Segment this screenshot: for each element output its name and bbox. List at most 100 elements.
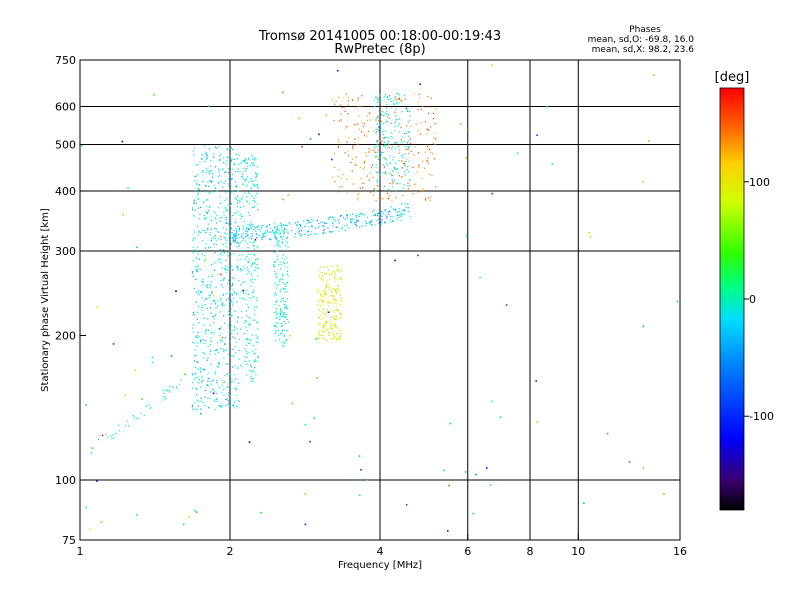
data-point — [321, 318, 323, 320]
data-point — [227, 255, 229, 257]
data-point — [394, 125, 396, 128]
data-point — [205, 216, 207, 219]
data-point — [374, 147, 376, 149]
data-point — [337, 191, 339, 193]
data-point — [198, 378, 200, 380]
data-point — [318, 274, 320, 276]
data-point — [229, 189, 231, 191]
data-point — [217, 351, 220, 353]
data-point — [428, 112, 430, 114]
data-point — [205, 151, 208, 153]
data-point — [407, 166, 409, 168]
data-point — [401, 100, 403, 102]
data-point — [167, 389, 169, 391]
data-point — [375, 128, 377, 130]
data-point — [373, 105, 376, 108]
data-point — [228, 266, 230, 268]
data-point — [203, 201, 205, 203]
data-point — [281, 323, 283, 325]
data-point — [219, 159, 221, 161]
data-point — [274, 261, 277, 263]
data-point — [245, 169, 247, 172]
data-point — [256, 234, 258, 236]
data-point — [409, 137, 411, 139]
data-point — [238, 349, 241, 352]
data-point — [201, 380, 203, 383]
data-point — [403, 184, 405, 186]
data-point — [247, 261, 249, 263]
data-point — [209, 165, 211, 167]
data-point — [382, 111, 384, 113]
data-point — [196, 318, 198, 320]
data-point — [246, 228, 248, 230]
data-point — [326, 309, 328, 311]
data-point — [244, 322, 246, 324]
data-point — [274, 274, 276, 276]
data-point — [384, 209, 387, 211]
data-point — [320, 295, 322, 297]
data-point — [227, 297, 230, 300]
data-point — [246, 200, 248, 202]
data-point — [299, 223, 301, 225]
data-point — [323, 299, 325, 301]
data-point — [420, 122, 422, 124]
data-point — [339, 271, 341, 273]
x-tick-label: 16 — [673, 545, 687, 558]
data-point — [273, 232, 275, 235]
data-point — [328, 289, 330, 291]
data-point — [398, 118, 400, 120]
data-point — [239, 171, 241, 173]
data-point — [192, 252, 194, 254]
data-point — [231, 285, 233, 287]
data-point — [253, 157, 256, 159]
data-point — [233, 291, 235, 293]
data-point — [148, 404, 150, 406]
data-point — [235, 198, 237, 200]
data-point — [274, 332, 276, 334]
data-point — [230, 228, 232, 230]
data-point — [250, 253, 252, 255]
data-point — [245, 374, 248, 376]
data-point — [308, 226, 310, 228]
data-point — [382, 130, 384, 132]
data-point — [197, 336, 199, 339]
data-point — [265, 226, 267, 228]
data-point — [359, 212, 361, 214]
data-point — [217, 176, 219, 178]
data-point — [336, 293, 338, 295]
data-point — [386, 147, 388, 149]
data-point — [409, 131, 411, 133]
data-point — [371, 224, 373, 226]
data-point — [250, 376, 252, 378]
data-point — [287, 308, 289, 310]
data-point — [213, 269, 215, 271]
data-point — [240, 311, 243, 313]
data-point — [224, 171, 226, 173]
data-point — [386, 215, 388, 217]
data-point — [380, 221, 382, 223]
data-point — [332, 325, 334, 327]
data-point — [277, 232, 279, 234]
data-point — [143, 414, 145, 417]
data-point — [243, 232, 245, 234]
data-point — [275, 314, 277, 316]
data-point — [229, 228, 231, 230]
data-point — [216, 365, 218, 368]
data-point — [242, 176, 244, 178]
data-point — [191, 341, 194, 343]
data-point — [224, 207, 226, 209]
chart-subtitle: RwPretec (8p) — [334, 42, 425, 57]
data-point — [210, 181, 213, 183]
data-point — [284, 345, 286, 347]
data-point — [228, 314, 230, 316]
data-point — [216, 214, 218, 216]
data-point — [214, 227, 216, 230]
data-point — [248, 192, 250, 195]
data-point — [91, 447, 94, 449]
data-point — [226, 148, 228, 150]
data-point — [286, 249, 288, 251]
data-point — [220, 407, 222, 409]
data-point — [409, 145, 411, 147]
data-point — [417, 130, 419, 132]
data-point — [237, 190, 239, 192]
